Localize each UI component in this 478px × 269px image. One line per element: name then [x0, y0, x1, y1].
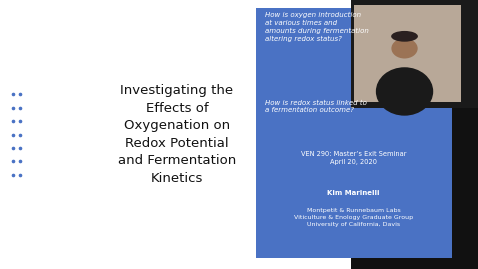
- Text: VEN 290: Master’s Exit Seminar
April 20, 2020: VEN 290: Master’s Exit Seminar April 20,…: [301, 151, 406, 165]
- Ellipse shape: [391, 31, 418, 42]
- Bar: [0, 0, 351, 269]
- Bar: [351, 0, 478, 108]
- Text: Montpetit & Runnebaum Labs
Viticulture & Enology Graduate Group
University of Ca: Montpetit & Runnebaum Labs Viticulture &…: [294, 208, 413, 227]
- Text: Investigating the
Effects of
Oxygenation on
Redox Potential
and Fermentation
Kin: Investigating the Effects of Oxygenation…: [118, 84, 236, 185]
- Text: How is redox status linked to
a fermentation outcome?: How is redox status linked to a fermenta…: [265, 100, 367, 113]
- Ellipse shape: [376, 67, 433, 116]
- Bar: [256, 8, 452, 258]
- Bar: [354, 5, 461, 102]
- Ellipse shape: [391, 38, 418, 59]
- Text: How is oxygen introduction
at various times and
amounts during fermentation
alte: How is oxygen introduction at various ti…: [265, 12, 369, 42]
- Text: Kim Marinelli: Kim Marinelli: [327, 190, 380, 196]
